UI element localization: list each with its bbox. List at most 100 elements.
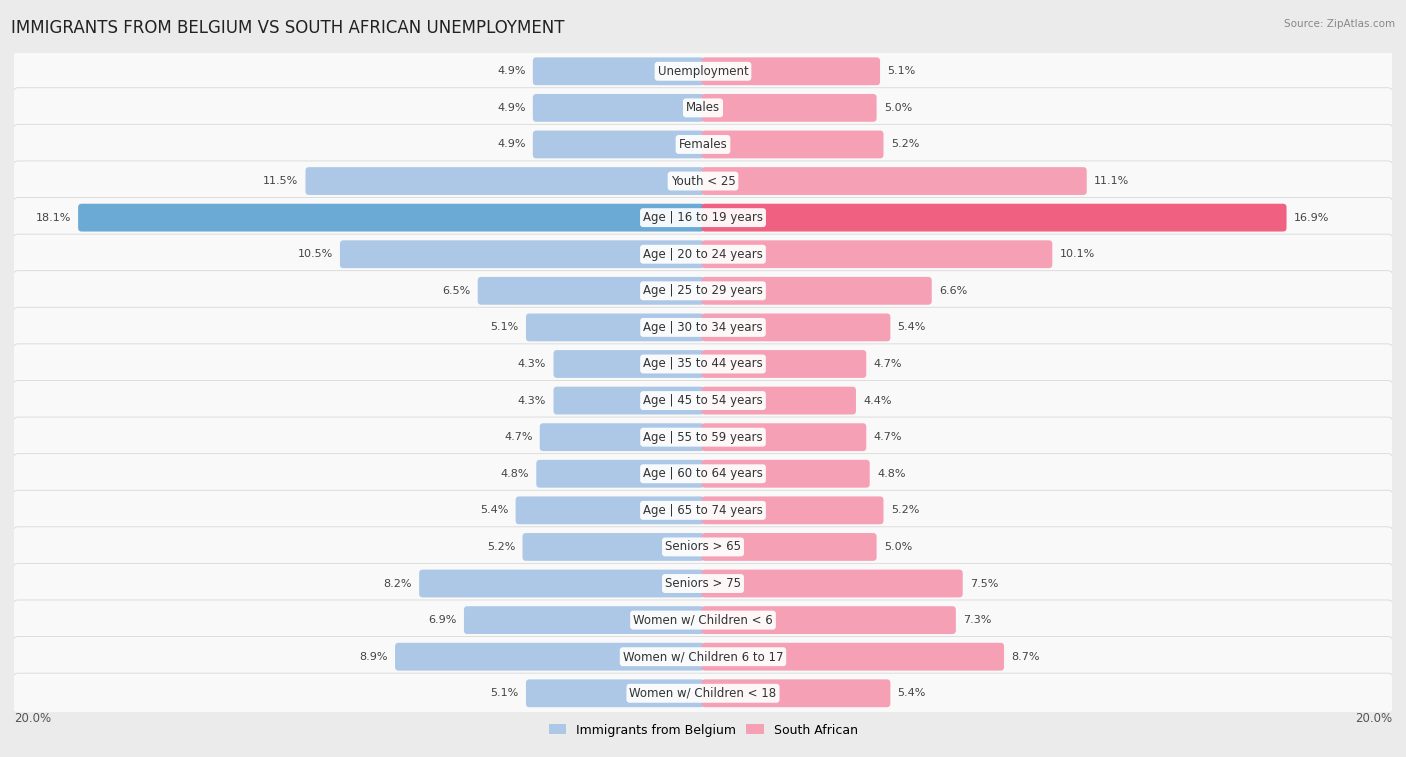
Text: Women w/ Children < 6: Women w/ Children < 6 xyxy=(633,614,773,627)
FancyBboxPatch shape xyxy=(702,204,1286,232)
FancyBboxPatch shape xyxy=(540,423,704,451)
FancyBboxPatch shape xyxy=(702,313,890,341)
FancyBboxPatch shape xyxy=(305,167,704,195)
FancyBboxPatch shape xyxy=(395,643,704,671)
Text: 10.1%: 10.1% xyxy=(1060,249,1095,259)
FancyBboxPatch shape xyxy=(536,459,704,488)
Text: Females: Females xyxy=(679,138,727,151)
Text: 4.7%: 4.7% xyxy=(873,359,903,369)
FancyBboxPatch shape xyxy=(13,453,1393,494)
Text: Source: ZipAtlas.com: Source: ZipAtlas.com xyxy=(1284,19,1395,29)
FancyBboxPatch shape xyxy=(13,381,1393,421)
Text: Age | 65 to 74 years: Age | 65 to 74 years xyxy=(643,504,763,517)
FancyBboxPatch shape xyxy=(13,88,1393,128)
Text: 5.1%: 5.1% xyxy=(491,688,519,698)
Text: 6.5%: 6.5% xyxy=(443,286,471,296)
Text: 8.9%: 8.9% xyxy=(360,652,388,662)
Text: 4.9%: 4.9% xyxy=(498,139,526,149)
Text: 5.0%: 5.0% xyxy=(884,542,912,552)
FancyBboxPatch shape xyxy=(702,240,1052,268)
FancyBboxPatch shape xyxy=(702,679,890,707)
FancyBboxPatch shape xyxy=(702,350,866,378)
FancyBboxPatch shape xyxy=(419,569,704,597)
FancyBboxPatch shape xyxy=(702,606,956,634)
FancyBboxPatch shape xyxy=(13,344,1393,384)
Text: 5.4%: 5.4% xyxy=(897,688,927,698)
FancyBboxPatch shape xyxy=(554,387,704,415)
FancyBboxPatch shape xyxy=(702,533,876,561)
Text: 18.1%: 18.1% xyxy=(35,213,70,223)
Text: 4.4%: 4.4% xyxy=(863,396,891,406)
Text: 5.0%: 5.0% xyxy=(884,103,912,113)
FancyBboxPatch shape xyxy=(13,637,1393,677)
Text: Seniors > 75: Seniors > 75 xyxy=(665,577,741,590)
FancyBboxPatch shape xyxy=(702,130,883,158)
Text: Age | 25 to 29 years: Age | 25 to 29 years xyxy=(643,285,763,298)
Text: 5.1%: 5.1% xyxy=(491,322,519,332)
Text: 6.9%: 6.9% xyxy=(429,615,457,625)
FancyBboxPatch shape xyxy=(533,58,704,86)
FancyBboxPatch shape xyxy=(702,94,876,122)
FancyBboxPatch shape xyxy=(702,569,963,597)
Text: 4.3%: 4.3% xyxy=(517,359,547,369)
FancyBboxPatch shape xyxy=(702,423,866,451)
Text: Women w/ Children 6 to 17: Women w/ Children 6 to 17 xyxy=(623,650,783,663)
FancyBboxPatch shape xyxy=(13,234,1393,274)
Text: 20.0%: 20.0% xyxy=(1355,712,1392,724)
Text: 4.8%: 4.8% xyxy=(501,469,529,478)
FancyBboxPatch shape xyxy=(516,497,704,525)
FancyBboxPatch shape xyxy=(13,307,1393,347)
Text: 4.9%: 4.9% xyxy=(498,103,526,113)
FancyBboxPatch shape xyxy=(702,459,870,488)
FancyBboxPatch shape xyxy=(478,277,704,305)
Text: 4.7%: 4.7% xyxy=(503,432,533,442)
FancyBboxPatch shape xyxy=(526,679,704,707)
Text: 10.5%: 10.5% xyxy=(298,249,333,259)
FancyBboxPatch shape xyxy=(523,533,704,561)
Text: Seniors > 65: Seniors > 65 xyxy=(665,540,741,553)
Text: 5.2%: 5.2% xyxy=(891,506,920,516)
Text: 20.0%: 20.0% xyxy=(14,712,51,724)
Text: 5.2%: 5.2% xyxy=(486,542,515,552)
FancyBboxPatch shape xyxy=(526,313,704,341)
Text: 5.2%: 5.2% xyxy=(891,139,920,149)
FancyBboxPatch shape xyxy=(702,387,856,415)
Text: Age | 30 to 34 years: Age | 30 to 34 years xyxy=(643,321,763,334)
Text: Youth < 25: Youth < 25 xyxy=(671,175,735,188)
FancyBboxPatch shape xyxy=(13,600,1393,640)
Text: 16.9%: 16.9% xyxy=(1294,213,1329,223)
Text: Age | 55 to 59 years: Age | 55 to 59 years xyxy=(643,431,763,444)
Text: IMMIGRANTS FROM BELGIUM VS SOUTH AFRICAN UNEMPLOYMENT: IMMIGRANTS FROM BELGIUM VS SOUTH AFRICAN… xyxy=(11,19,565,37)
Text: 5.4%: 5.4% xyxy=(897,322,927,332)
FancyBboxPatch shape xyxy=(13,417,1393,457)
FancyBboxPatch shape xyxy=(702,497,883,525)
FancyBboxPatch shape xyxy=(13,161,1393,201)
FancyBboxPatch shape xyxy=(464,606,704,634)
Text: Age | 20 to 24 years: Age | 20 to 24 years xyxy=(643,248,763,260)
FancyBboxPatch shape xyxy=(533,94,704,122)
FancyBboxPatch shape xyxy=(702,167,1087,195)
Text: Males: Males xyxy=(686,101,720,114)
Text: 4.7%: 4.7% xyxy=(873,432,903,442)
FancyBboxPatch shape xyxy=(13,527,1393,567)
Text: 4.9%: 4.9% xyxy=(498,67,526,76)
Text: Unemployment: Unemployment xyxy=(658,65,748,78)
FancyBboxPatch shape xyxy=(340,240,704,268)
Text: 7.5%: 7.5% xyxy=(970,578,998,588)
FancyBboxPatch shape xyxy=(554,350,704,378)
Text: Age | 45 to 54 years: Age | 45 to 54 years xyxy=(643,394,763,407)
Text: Women w/ Children < 18: Women w/ Children < 18 xyxy=(630,687,776,699)
Text: 4.8%: 4.8% xyxy=(877,469,905,478)
Text: Age | 16 to 19 years: Age | 16 to 19 years xyxy=(643,211,763,224)
FancyBboxPatch shape xyxy=(79,204,704,232)
Text: 6.6%: 6.6% xyxy=(939,286,967,296)
Text: 7.3%: 7.3% xyxy=(963,615,991,625)
Text: 11.1%: 11.1% xyxy=(1094,176,1129,186)
FancyBboxPatch shape xyxy=(13,271,1393,311)
Text: 11.5%: 11.5% xyxy=(263,176,298,186)
FancyBboxPatch shape xyxy=(13,51,1393,92)
Text: 5.1%: 5.1% xyxy=(887,67,915,76)
Text: 8.2%: 8.2% xyxy=(384,578,412,588)
FancyBboxPatch shape xyxy=(533,130,704,158)
FancyBboxPatch shape xyxy=(13,491,1393,531)
